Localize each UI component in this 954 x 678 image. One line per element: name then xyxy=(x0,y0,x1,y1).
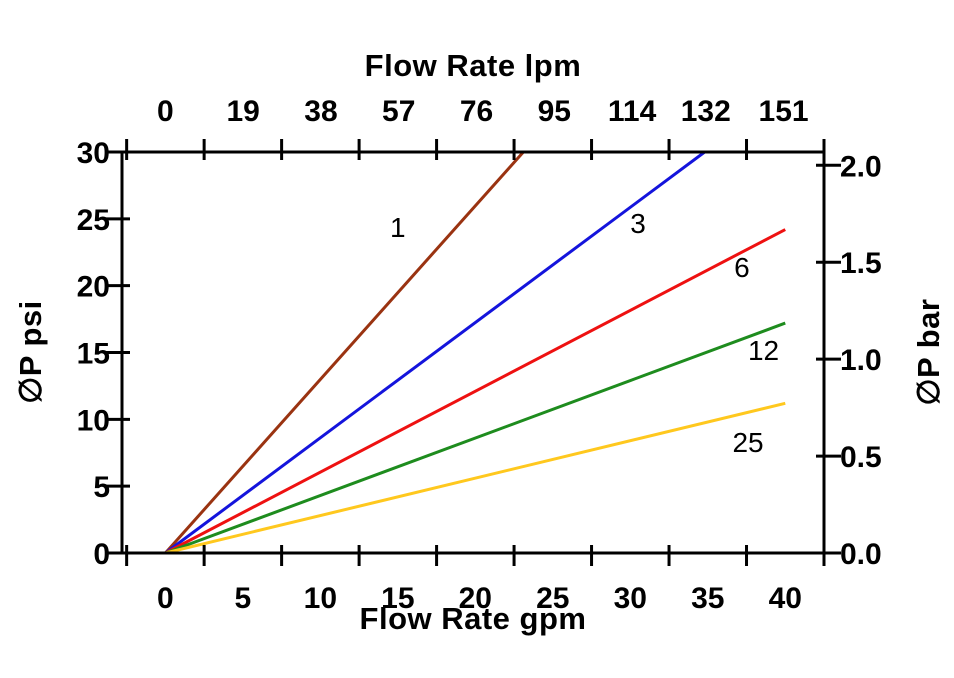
series-line-3 xyxy=(164,150,706,555)
x-top-tick-label: 95 xyxy=(538,95,571,128)
series-label-25: 25 xyxy=(732,427,763,458)
x-bottom-tick-label: 5 xyxy=(235,582,252,615)
x-bottom-tick-label: 30 xyxy=(614,582,647,615)
y-left-tick-label: 0 xyxy=(93,538,110,571)
series-line-25 xyxy=(165,401,786,555)
x-bottom-tick-label: 0 xyxy=(157,582,174,615)
x-top-tick-label: 151 xyxy=(759,95,809,128)
series-line-6 xyxy=(164,228,786,555)
series-label-12: 12 xyxy=(748,335,779,366)
x-bottom-tick-label: 20 xyxy=(459,582,492,615)
series-label-6: 6 xyxy=(734,252,750,283)
x-top-tick-label: 0 xyxy=(157,95,174,128)
series-line-1 xyxy=(164,151,525,554)
plot-frame xyxy=(120,150,826,555)
x-top-tick-label: 57 xyxy=(382,95,415,128)
x-bottom-tick-label: 10 xyxy=(304,582,337,615)
bottom-axis-title: Flow Rate gpm xyxy=(359,601,587,636)
series-line-12 xyxy=(164,321,786,555)
x-top-tick-label: 132 xyxy=(681,95,731,128)
series-label-3: 3 xyxy=(630,208,646,239)
y-left-tick-label: 15 xyxy=(77,338,110,371)
left-axis-title: ∅P psi xyxy=(13,300,48,404)
y-right-tick-label: 0.5 xyxy=(840,441,882,474)
x-top-tick-label: 114 xyxy=(608,95,657,128)
y-left-tick-label: 5 xyxy=(93,471,110,504)
x-top-tick-label: 38 xyxy=(304,95,337,128)
x-bottom-tick-label: 40 xyxy=(769,582,802,615)
y-left-tick-label: 30 xyxy=(77,137,110,170)
x-bottom-tick-label: 15 xyxy=(381,582,414,615)
y-right-tick-label: 1.0 xyxy=(840,344,882,377)
right-axis-title: ∅P bar xyxy=(911,298,946,406)
y-right-tick-label: 1.5 xyxy=(840,247,882,280)
x-top-tick-label: 76 xyxy=(460,95,493,128)
x-bottom-tick-label: 35 xyxy=(691,582,724,615)
y-left-tick-label: 25 xyxy=(77,204,110,237)
y-right-tick-label: 0.0 xyxy=(840,538,882,571)
y-left-tick-label: 10 xyxy=(77,404,110,437)
y-left-tick-label: 20 xyxy=(77,271,110,304)
top-axis-title: Flow Rate lpm xyxy=(364,48,582,83)
y-right-tick-label: 2.0 xyxy=(840,150,882,183)
x-top-tick-label: 19 xyxy=(226,95,259,128)
series-label-1: 1 xyxy=(390,212,406,243)
x-bottom-tick-label: 25 xyxy=(536,582,569,615)
